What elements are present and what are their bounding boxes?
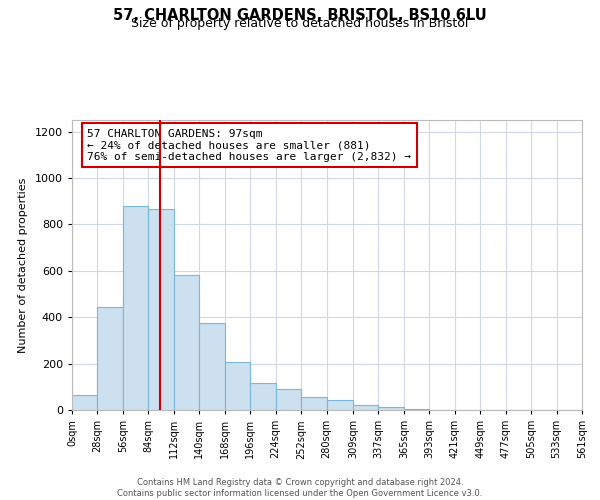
Bar [148, 210, 174, 410]
Bar [174, 276, 199, 410]
Bar [353, 406, 379, 410]
Text: 57, CHARLTON GARDENS, BRISTOL, BS10 6LU: 57, CHARLTON GARDENS, BRISTOL, BS10 6LU [113, 8, 487, 22]
Bar [250, 384, 275, 410]
Bar [225, 362, 250, 410]
Y-axis label: Number of detached properties: Number of detached properties [18, 178, 28, 352]
Text: Contains HM Land Registry data © Crown copyright and database right 2024.
Contai: Contains HM Land Registry data © Crown c… [118, 478, 482, 498]
Bar [275, 389, 301, 410]
Bar [326, 400, 353, 410]
Bar [97, 307, 123, 410]
Text: 57 CHARLTON GARDENS: 97sqm
← 24% of detached houses are smaller (881)
76% of sem: 57 CHARLTON GARDENS: 97sqm ← 24% of deta… [88, 128, 412, 162]
Bar [301, 397, 326, 410]
Bar [199, 323, 225, 410]
Bar [72, 395, 97, 410]
Bar [123, 206, 148, 410]
Text: Size of property relative to detached houses in Bristol: Size of property relative to detached ho… [131, 18, 469, 30]
Bar [404, 409, 429, 410]
Bar [379, 406, 404, 410]
